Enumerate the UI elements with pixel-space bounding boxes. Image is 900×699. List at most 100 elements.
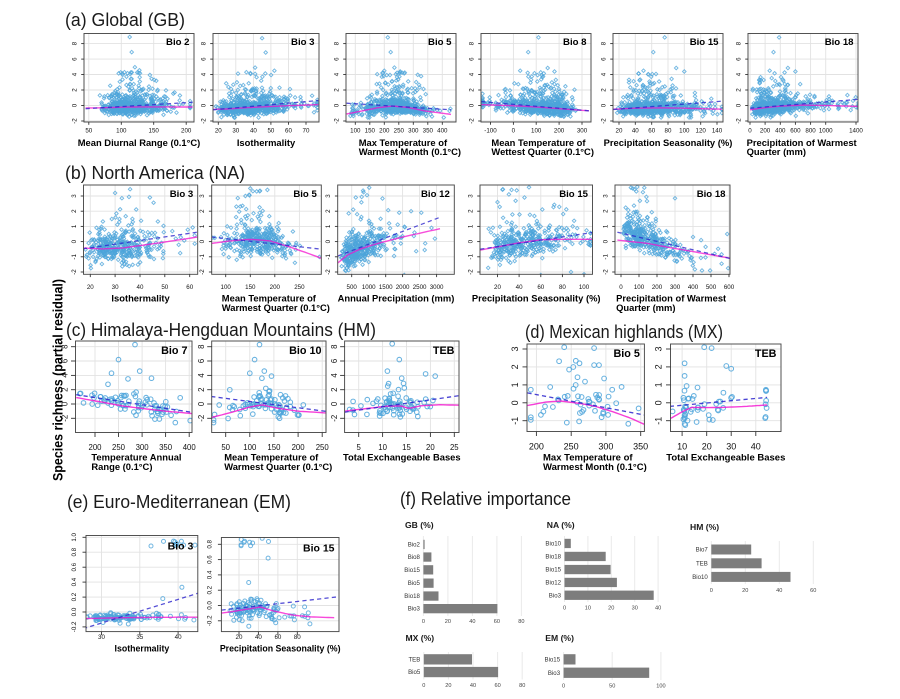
svg-text:60: 60 [285, 128, 292, 135]
svg-text:200: 200 [379, 128, 390, 135]
svg-text:1500: 1500 [379, 284, 393, 291]
svg-text:0.2: 0.2 [71, 592, 78, 601]
svg-text:Bio15: Bio15 [545, 567, 561, 574]
svg-text:2: 2 [201, 88, 208, 92]
svg-text:100: 100 [350, 128, 361, 135]
svg-text:(e) Euro-Mediterranean (EM): (e) Euro-Mediterranean (EM) [67, 492, 291, 512]
svg-text:Bio 2: Bio 2 [166, 37, 189, 48]
svg-text:6: 6 [201, 57, 208, 61]
svg-text:60: 60 [810, 588, 816, 594]
svg-text:30: 30 [232, 128, 239, 135]
svg-text:Bio10: Bio10 [545, 541, 561, 548]
svg-text:2: 2 [325, 209, 332, 213]
svg-text:1: 1 [603, 224, 610, 228]
svg-text:300: 300 [408, 128, 419, 135]
svg-text:-2: -2 [330, 415, 339, 422]
svg-text:250: 250 [294, 284, 305, 291]
svg-text:140: 140 [712, 128, 723, 135]
svg-text:2: 2 [72, 88, 79, 92]
svg-text:4: 4 [61, 373, 70, 378]
svg-text:Total Exchangeable Bases: Total Exchangeable Bases [343, 452, 461, 463]
svg-text:Quarter (mm): Quarter (mm) [747, 146, 806, 157]
svg-text:-2: -2 [601, 118, 608, 124]
svg-text:8: 8 [330, 345, 339, 349]
svg-text:0: 0 [61, 401, 70, 406]
svg-text:0.0: 0.0 [71, 607, 78, 616]
svg-text:GB (%): GB (%) [405, 520, 434, 530]
svg-text:40: 40 [175, 634, 182, 641]
svg-text:20: 20 [742, 588, 748, 594]
svg-text:2: 2 [334, 88, 341, 92]
svg-text:0.6: 0.6 [71, 562, 78, 571]
svg-text:4: 4 [601, 72, 608, 76]
svg-text:Max Temperature of: Max Temperature of [359, 137, 448, 148]
svg-text:250: 250 [316, 443, 330, 452]
svg-text:80: 80 [665, 128, 672, 135]
svg-text:(c) Himalaya-Hengduan Mountain: (c) Himalaya-Hengduan Mountains (HM) [66, 320, 376, 340]
svg-text:6: 6 [72, 57, 79, 61]
svg-text:8: 8 [334, 41, 341, 45]
svg-text:20: 20 [494, 284, 501, 291]
svg-text:-2: -2 [71, 269, 78, 275]
svg-text:EM (%): EM (%) [545, 633, 574, 643]
svg-text:-1: -1 [653, 417, 663, 425]
svg-text:Range (0.1°C): Range (0.1°C) [91, 461, 152, 472]
svg-text:-2: -2 [199, 269, 206, 275]
svg-text:2: 2 [330, 388, 339, 392]
svg-text:10: 10 [585, 606, 591, 612]
svg-text:2: 2 [653, 364, 663, 369]
svg-text:Warmest Quarter (0.1°C): Warmest Quarter (0.1°C) [224, 461, 332, 472]
svg-text:Precipitation Seasonality (%): Precipitation Seasonality (%) [220, 644, 341, 654]
svg-text:3: 3 [199, 194, 206, 198]
svg-text:50: 50 [609, 684, 615, 690]
svg-text:TEB: TEB [408, 657, 420, 664]
svg-text:30: 30 [98, 634, 105, 641]
svg-text:0: 0 [653, 400, 663, 405]
svg-text:500: 500 [706, 284, 717, 291]
svg-text:2: 2 [469, 88, 476, 92]
svg-text:Precipitation Seasonality (%): Precipitation Seasonality (%) [604, 137, 733, 148]
svg-text:8: 8 [736, 41, 743, 45]
svg-text:Bio 15: Bio 15 [559, 189, 588, 200]
svg-text:250: 250 [394, 128, 405, 135]
svg-text:-2: -2 [469, 118, 476, 124]
svg-text:-0.2: -0.2 [71, 621, 78, 632]
svg-text:40: 40 [137, 284, 144, 291]
svg-text:TEB: TEB [433, 345, 455, 357]
svg-text:800: 800 [805, 128, 816, 135]
svg-text:0: 0 [71, 239, 78, 243]
svg-text:1000: 1000 [362, 284, 376, 291]
svg-text:80: 80 [519, 683, 525, 689]
svg-text:-100: -100 [484, 128, 497, 135]
svg-text:150: 150 [365, 128, 376, 135]
svg-text:100: 100 [579, 284, 590, 291]
svg-text:Annual Precipitation (mm): Annual Precipitation (mm) [338, 293, 455, 304]
svg-text:3: 3 [468, 194, 475, 198]
svg-text:Bio 3: Bio 3 [168, 541, 194, 553]
svg-text:100: 100 [656, 684, 665, 690]
svg-text:Wettest Quarter (0.1°C): Wettest Quarter (0.1°C) [491, 146, 594, 157]
svg-text:Bio7: Bio7 [696, 547, 709, 554]
svg-text:150: 150 [149, 128, 160, 135]
svg-text:0.2: 0.2 [206, 585, 213, 594]
svg-text:0: 0 [325, 239, 332, 243]
svg-text:10: 10 [677, 441, 687, 451]
svg-text:6: 6 [330, 359, 339, 363]
svg-text:120: 120 [696, 128, 707, 135]
svg-text:-1: -1 [603, 253, 610, 259]
svg-text:Mean Diurnal Range (0.1°C): Mean Diurnal Range (0.1°C) [78, 137, 201, 148]
svg-text:8: 8 [469, 41, 476, 45]
svg-text:0: 0 [197, 401, 206, 406]
svg-text:0: 0 [510, 400, 520, 405]
svg-text:Bio12: Bio12 [545, 580, 561, 587]
svg-text:60: 60 [494, 619, 500, 625]
svg-text:0: 0 [710, 588, 713, 594]
svg-text:(b) North America (NA): (b) North America (NA) [65, 163, 245, 183]
svg-text:0.4: 0.4 [71, 577, 78, 586]
svg-text:-2: -2 [468, 269, 475, 275]
svg-text:100: 100 [531, 128, 542, 135]
svg-text:0: 0 [334, 103, 341, 107]
svg-text:300: 300 [577, 128, 588, 135]
svg-text:40: 40 [655, 606, 661, 612]
svg-text:20: 20 [445, 683, 451, 689]
